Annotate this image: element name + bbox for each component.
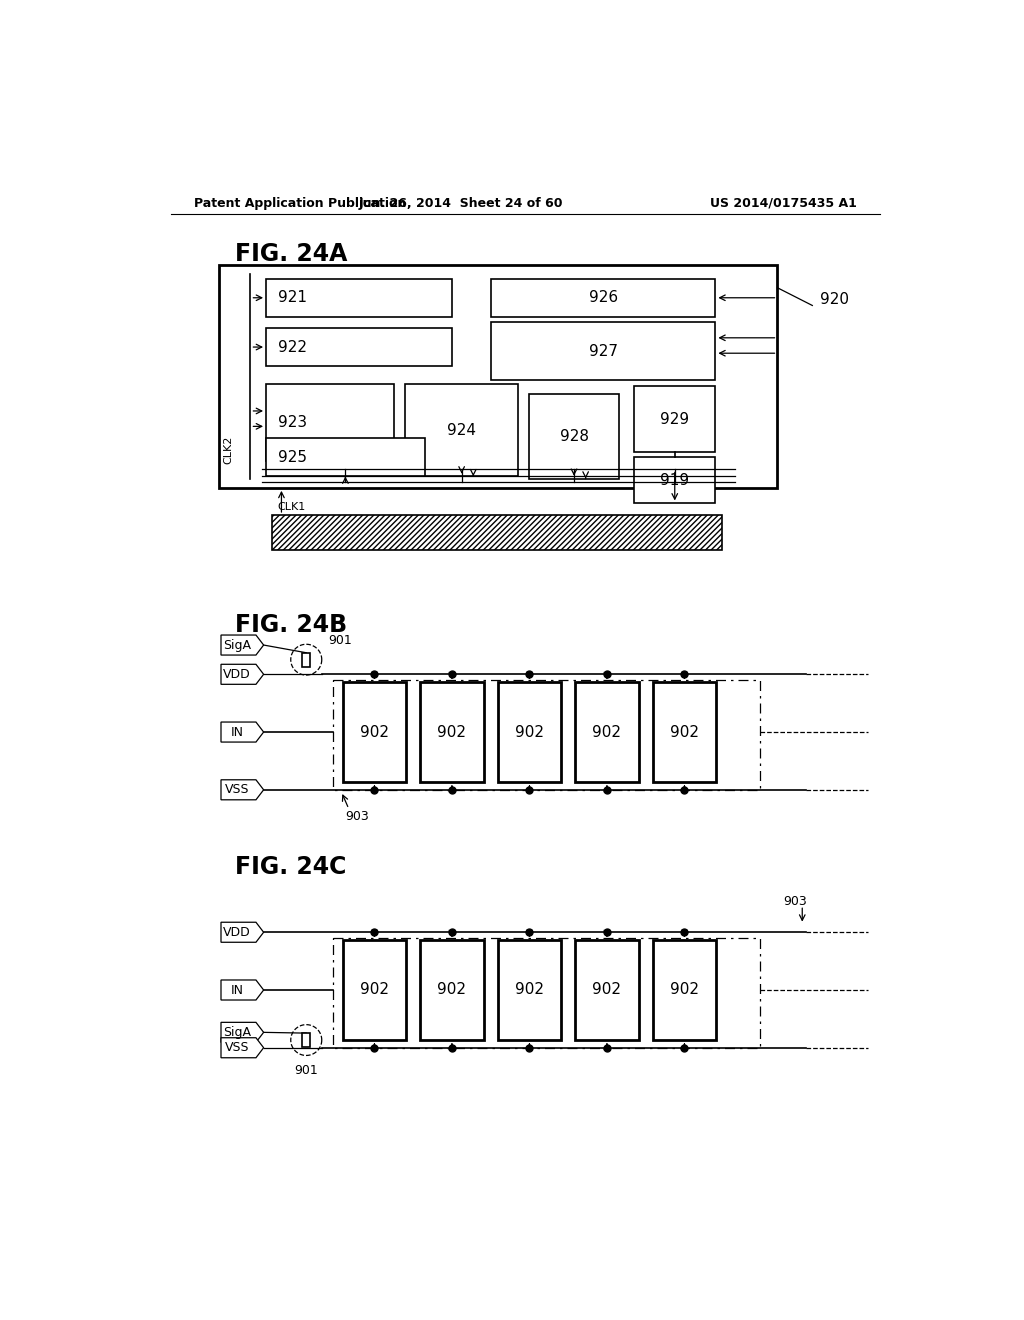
Text: 901: 901 xyxy=(295,1064,318,1077)
Polygon shape xyxy=(221,1038,263,1057)
Bar xyxy=(652,940,716,1040)
Bar xyxy=(266,384,394,461)
Bar xyxy=(302,653,310,667)
Text: VSS: VSS xyxy=(225,1041,250,1055)
Text: IN: IN xyxy=(230,983,244,997)
Text: US 2014/0175435 A1: US 2014/0175435 A1 xyxy=(710,197,856,210)
Text: FIG. 24A: FIG. 24A xyxy=(234,242,347,265)
Text: 925: 925 xyxy=(278,450,306,465)
Bar xyxy=(272,515,722,549)
Bar xyxy=(334,681,760,789)
Text: FIG. 24C: FIG. 24C xyxy=(234,855,346,879)
Text: 928: 928 xyxy=(559,429,589,444)
Polygon shape xyxy=(221,664,263,684)
Bar xyxy=(529,395,618,479)
Text: 921: 921 xyxy=(278,290,306,305)
Text: 901: 901 xyxy=(328,634,351,647)
Text: VSS: VSS xyxy=(225,783,250,796)
Bar xyxy=(498,682,561,781)
Bar xyxy=(219,264,777,488)
Text: 902: 902 xyxy=(670,725,699,739)
Text: SigA: SigA xyxy=(223,639,251,652)
Polygon shape xyxy=(221,780,263,800)
Bar xyxy=(302,1034,310,1047)
Polygon shape xyxy=(221,1022,263,1043)
Text: 923: 923 xyxy=(278,414,307,430)
Polygon shape xyxy=(221,979,263,1001)
Text: 926: 926 xyxy=(589,290,617,305)
Text: 920: 920 xyxy=(820,292,849,306)
Bar xyxy=(652,682,716,781)
Text: 902: 902 xyxy=(515,725,544,739)
Text: CLK2: CLK2 xyxy=(224,436,233,463)
Text: 902: 902 xyxy=(670,982,699,998)
Text: Patent Application Publication: Patent Application Publication xyxy=(194,197,407,210)
Text: 903: 903 xyxy=(783,895,807,908)
Text: CLK1: CLK1 xyxy=(278,502,306,512)
Bar xyxy=(266,279,452,317)
Bar xyxy=(575,940,639,1040)
Bar xyxy=(334,939,760,1048)
Text: 902: 902 xyxy=(360,982,389,998)
Bar xyxy=(343,940,407,1040)
Text: VDD: VDD xyxy=(223,925,251,939)
Bar xyxy=(490,279,716,317)
Text: 903: 903 xyxy=(345,810,369,824)
Text: 929: 929 xyxy=(660,412,689,426)
Bar xyxy=(343,682,407,781)
Text: 902: 902 xyxy=(593,982,622,998)
Bar xyxy=(575,682,639,781)
Bar xyxy=(266,327,452,367)
Polygon shape xyxy=(221,923,263,942)
Bar xyxy=(490,322,716,380)
Text: 927: 927 xyxy=(589,343,617,359)
Text: SigA: SigA xyxy=(223,1026,251,1039)
Bar xyxy=(266,438,425,477)
Text: 902: 902 xyxy=(437,725,467,739)
Text: IN: IN xyxy=(230,726,244,739)
Text: FIG. 24B: FIG. 24B xyxy=(234,612,347,636)
Polygon shape xyxy=(221,722,263,742)
Bar xyxy=(498,940,561,1040)
Text: Jun. 26, 2014  Sheet 24 of 60: Jun. 26, 2014 Sheet 24 of 60 xyxy=(359,197,563,210)
Text: 902: 902 xyxy=(593,725,622,739)
Bar xyxy=(634,387,716,451)
Text: 902: 902 xyxy=(437,982,467,998)
Bar xyxy=(420,682,483,781)
Bar xyxy=(420,940,483,1040)
Text: 902: 902 xyxy=(515,982,544,998)
Text: 922: 922 xyxy=(278,339,306,355)
Bar xyxy=(634,457,716,503)
Text: VDD: VDD xyxy=(223,668,251,681)
Polygon shape xyxy=(221,635,263,655)
Text: 902: 902 xyxy=(360,725,389,739)
Text: 919: 919 xyxy=(660,473,689,488)
Text: 924: 924 xyxy=(447,422,476,438)
Bar xyxy=(406,384,518,477)
